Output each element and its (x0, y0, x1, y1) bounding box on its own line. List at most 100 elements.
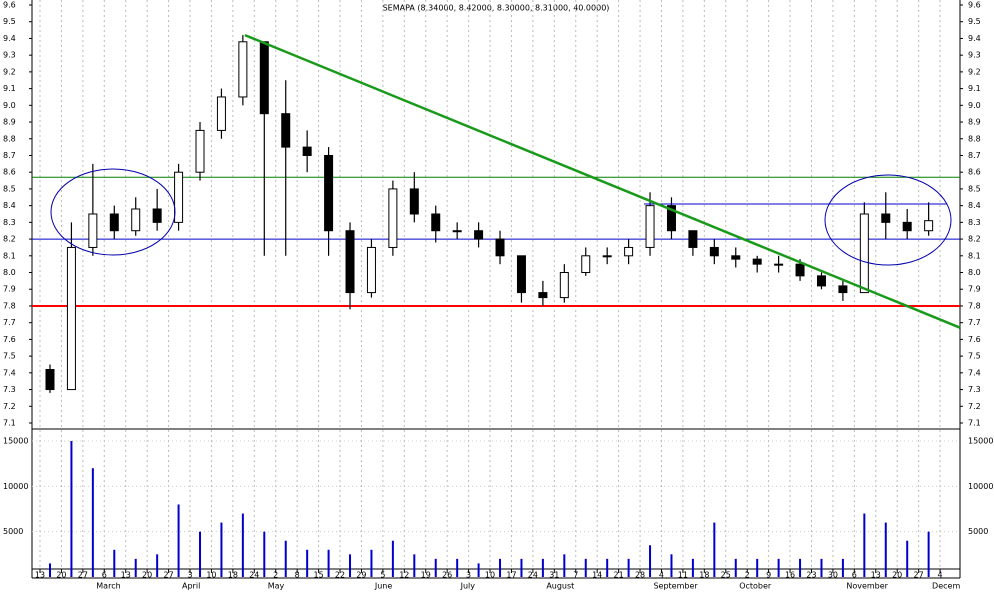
y-tick-label: 7.8 (968, 301, 981, 310)
x-tick-label: 16 (785, 571, 795, 580)
y-tick-label: 8.3 (968, 218, 981, 227)
x-tick-label: 14 (592, 571, 602, 580)
y-tick-label: 8.7 (3, 151, 16, 160)
y-tick-label: 7.4 (968, 368, 981, 377)
volume-bar (756, 558, 759, 577)
volume-bar (563, 554, 566, 577)
y-tick-label: 8.4 (968, 201, 981, 210)
candle-body (88, 213, 98, 248)
y-tick-label: 8.9 (3, 118, 16, 127)
month-label: June (374, 582, 393, 591)
volume-bar (327, 549, 330, 577)
candle-body (709, 246, 719, 257)
y-tick-label: 8.8 (968, 134, 981, 143)
x-tick-label: 21 (614, 571, 624, 580)
candle-body (45, 368, 55, 391)
volume-bar (413, 554, 416, 577)
y-tick-label: 8.9 (968, 118, 981, 127)
y-tick-label: 7.7 (968, 318, 981, 327)
y-tick-label: 9.0 (3, 101, 16, 110)
x-tick-label: 3 (187, 571, 192, 580)
x-tick-label: 15 (313, 571, 323, 580)
x-tick-label: 10 (206, 571, 216, 580)
x-tick-label: 13 (871, 571, 881, 580)
x-tick-label: 8 (295, 571, 300, 580)
candle-body (602, 255, 612, 258)
y-tick-label: 8.8 (3, 134, 16, 143)
volume-bar (49, 563, 51, 577)
y-tick-label: 8.0 (968, 268, 981, 277)
candle-body (66, 246, 76, 391)
volume-bar (434, 558, 437, 577)
candle-body (859, 213, 869, 294)
candle-body (559, 272, 569, 299)
y-tick-label: 8.2 (3, 235, 16, 244)
y-tick-label: 9.1 (3, 84, 16, 93)
candle-body (431, 213, 441, 232)
y2-tick-label: 15000 (3, 437, 28, 446)
x-tick-label: 20 (56, 571, 66, 580)
volume-bar (156, 554, 159, 577)
volume-bar (91, 468, 94, 577)
chart-title: SEMAPA (8.34000, 8.42000, 8.30000, 8.310… (383, 4, 610, 13)
candle-body (666, 205, 676, 232)
month-label: August (546, 582, 574, 591)
volume-bar (691, 558, 694, 577)
volume-bar (113, 549, 116, 577)
y2-tick-label: 10000 (968, 482, 993, 491)
candle-body (302, 146, 312, 156)
y-tick-label: 9.6 (3, 1, 16, 10)
volume-bar (477, 563, 480, 577)
y-tick-label: 8.5 (968, 184, 981, 193)
month-label: September (653, 582, 698, 591)
x-tick-label: 31 (549, 571, 559, 580)
x-tick-label: 24 (528, 571, 538, 580)
candle-body (324, 154, 334, 232)
candle-body (645, 205, 655, 248)
y-tick-label: 8.1 (968, 251, 981, 260)
candle-body (259, 41, 269, 115)
candle-body (409, 188, 419, 215)
volume-bar (927, 531, 930, 577)
y-tick-label: 9.3 (968, 51, 981, 60)
y-tick-label: 7.2 (968, 402, 981, 411)
candle-body (152, 208, 162, 223)
x-tick-label: 29 (356, 571, 366, 580)
y-tick-label: 7.8 (3, 301, 16, 310)
y-tick-label: 9.5 (3, 17, 16, 26)
y-tick-label: 9.1 (968, 84, 981, 93)
x-tick-label: 11 (678, 571, 688, 580)
x-tick-label: 25 (721, 571, 731, 580)
y-tick-label: 7.1 (968, 419, 981, 428)
candle-body (345, 230, 355, 294)
y2-tick-label: 15000 (968, 437, 993, 446)
volume-bar (541, 558, 544, 577)
candle-body (216, 96, 226, 131)
candle-body (388, 188, 398, 248)
candle-body (131, 208, 141, 232)
x-tick-label: 23 (806, 571, 816, 580)
month-label: March (96, 582, 120, 591)
candle-body (495, 238, 505, 257)
candle-body (366, 246, 376, 294)
volume-bar (627, 558, 630, 577)
x-tick-label: 27 (163, 571, 173, 580)
y-tick-label: 9.4 (968, 34, 981, 43)
volume-bar (306, 549, 309, 577)
candle-body (281, 113, 291, 148)
y-tick-label: 8.1 (3, 251, 16, 260)
y-tick-label: 8.0 (3, 268, 16, 277)
y-tick-label: 7.3 (968, 385, 981, 394)
month-label: April (182, 582, 200, 591)
month-label: May (268, 582, 285, 591)
x-tick-label: 30 (828, 571, 838, 580)
volume-bar (199, 531, 202, 577)
annotation-ellipse (824, 174, 952, 266)
candle-body (624, 246, 634, 257)
x-tick-label: 13 (35, 571, 45, 580)
candle-body (881, 213, 891, 223)
candle-body (238, 41, 248, 98)
y-tick-label: 8.6 (3, 168, 16, 177)
x-tick-label: 3 (466, 571, 471, 580)
